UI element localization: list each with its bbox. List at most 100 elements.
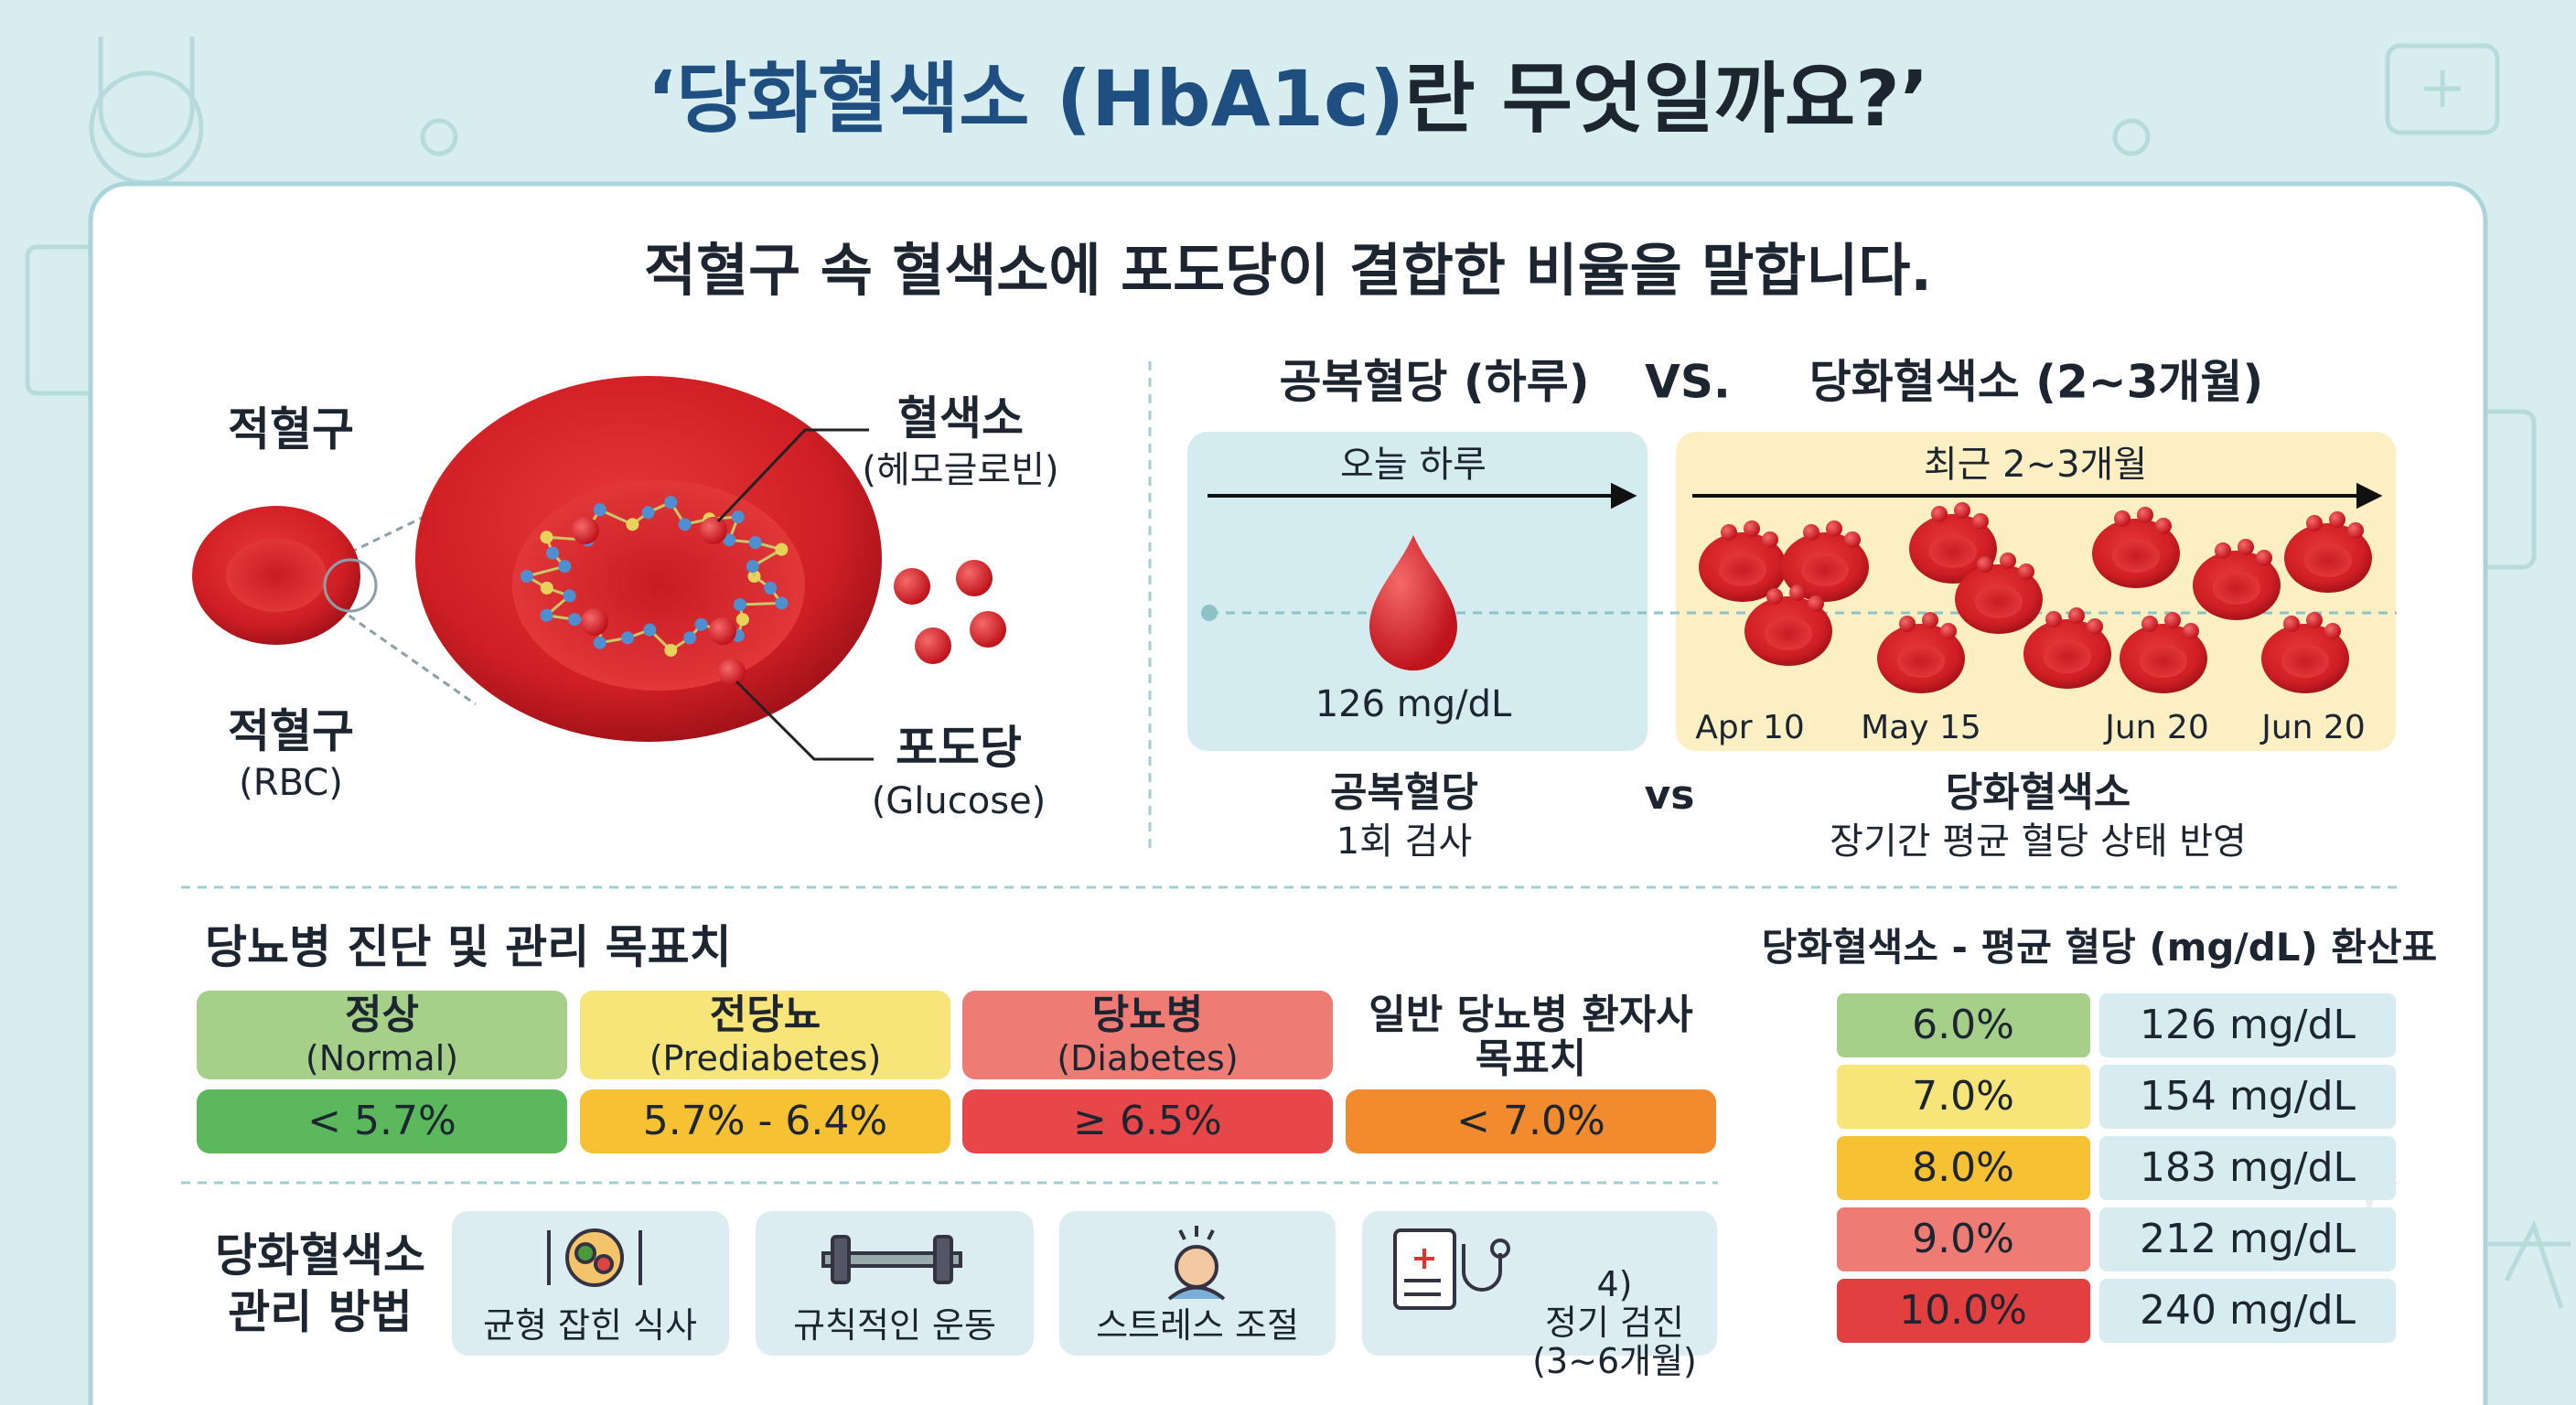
cell-center [1897, 645, 1945, 678]
conversion-value: 240 mg/dL [2139, 1286, 2356, 1334]
cell-glucose [1808, 595, 1824, 612]
right-caption: 당화혈색소 [1945, 768, 2131, 816]
cell-center [2140, 645, 2187, 678]
shape [1167, 1285, 1226, 1301]
shape [956, 560, 993, 596]
target-range: 5.7% - 6.4% [642, 1097, 888, 1144]
cell-glucose [2045, 611, 2062, 627]
cell-glucose [2137, 507, 2153, 523]
rbc-label: 적혈구 [228, 402, 354, 456]
conversion-pct: 10.0% [1899, 1286, 2027, 1334]
atom [520, 570, 533, 583]
conversion-pct: 9.0% [1912, 1215, 2014, 1262]
targets-title: 당뇨병 진단 및 관리 목표치 [205, 920, 732, 974]
shape [1611, 482, 1637, 509]
glucose-label: 포도당 [896, 721, 1022, 775]
arrows [1208, 482, 2383, 509]
left-period: 오늘 하루 [1340, 444, 1487, 486]
conversion-pct-box [1837, 1065, 2090, 1129]
target-sub: (Prediabetes) [649, 1038, 882, 1079]
target-range-box [962, 1089, 1333, 1153]
left-caption: 공복혈당 [1330, 768, 1478, 816]
shape [1490, 1239, 1510, 1259]
leader-lines [716, 428, 874, 761]
cell-glucose [1940, 623, 1957, 639]
shape [338, 606, 477, 706]
management-item: 정기 검진 [1545, 1303, 1684, 1344]
cell-glucose [2306, 515, 2323, 531]
cell-center [1801, 553, 1849, 586]
glucose-sub: (Glucose) [871, 780, 1046, 822]
conversion-value: 126 mg/dL [2139, 1001, 2356, 1048]
bond [739, 601, 782, 606]
cell-glucose [2087, 618, 2103, 635]
date-label: Jun 20 [2261, 709, 2366, 747]
atom [620, 631, 634, 645]
shape [420, 118, 458, 156]
conversion-value: 183 mg/dL [2139, 1143, 2356, 1191]
conversion-pct-box [1837, 1207, 2090, 1271]
atom [733, 598, 746, 612]
glucose-bound [718, 659, 746, 686]
cell-glucose [2000, 552, 2016, 569]
conversion-title: 당화혈색소 - 평균 혈당 (mg/dL) 환산표 [1761, 924, 2438, 970]
shape [821, 1251, 962, 1268]
atom [540, 531, 553, 544]
title-rest: 란 무엇일까요?’ [1404, 53, 1929, 144]
comparison-heading-right: 당화혈색소 (2~3개월) [1809, 355, 2264, 409]
cell-glucose [1721, 524, 1737, 541]
cell-glucose [1954, 502, 1970, 519]
shape [1178, 1226, 1215, 1240]
target-range-box [1346, 1089, 1716, 1153]
atom [748, 536, 762, 550]
hemoglobin-molecule [520, 496, 789, 686]
cell-center [2304, 544, 2352, 577]
cell-glucose [2183, 623, 2199, 639]
atom [593, 636, 606, 649]
cell-glucose [2324, 623, 2341, 639]
shape [1462, 1244, 1502, 1292]
atom [664, 643, 678, 657]
atom [643, 623, 657, 637]
conversion-value-box [2099, 1136, 2396, 1200]
target-label-box [962, 991, 1333, 1079]
atom [540, 608, 553, 622]
cell-glucose [2068, 607, 2085, 624]
conversion-value-box [2099, 1207, 2396, 1271]
cell-glucose [2256, 550, 2272, 566]
conversion-value: 154 mg/dL [2139, 1072, 2356, 1120]
atom [764, 581, 778, 595]
management-item: 4) [1596, 1264, 1633, 1305]
left-note: 1회 검사 [1336, 820, 1473, 863]
cell-center [1975, 585, 2023, 618]
atom [540, 581, 553, 595]
cell-glucose [1977, 556, 1993, 573]
shape [2356, 482, 2383, 509]
glucose-bound [709, 617, 736, 645]
atom [626, 518, 639, 531]
glucose-bound [581, 608, 608, 636]
conversion-value-box [2099, 993, 2396, 1057]
atom [723, 533, 736, 547]
atom [731, 510, 745, 524]
blood-drop [1369, 535, 1457, 670]
cell-center [2281, 645, 2329, 678]
vs-small: vs [1644, 771, 1695, 819]
rbc-cells [1699, 502, 2372, 693]
cell-center [1765, 617, 1812, 650]
management-item: (3~6개월) [1532, 1341, 1697, 1382]
conversion-pct: 6.0% [1912, 1001, 2014, 1048]
comparison-heading-left: 공복혈당 (하루) [1279, 355, 1590, 409]
conversion-value-box [2099, 1065, 2396, 1129]
cell-glucose [1762, 531, 1778, 548]
shape [915, 627, 951, 664]
conversion-pct-box [1837, 1279, 2090, 1343]
conversion-pct-box [1837, 1136, 2090, 1200]
shape [1175, 1245, 1218, 1289]
atom [664, 496, 678, 509]
cell-glucose [2018, 563, 2034, 580]
shape [735, 680, 874, 761]
date-label: Jun 20 [2105, 709, 2209, 747]
target-range: < 5.7% [307, 1097, 456, 1144]
cell-glucose [1826, 520, 1842, 537]
